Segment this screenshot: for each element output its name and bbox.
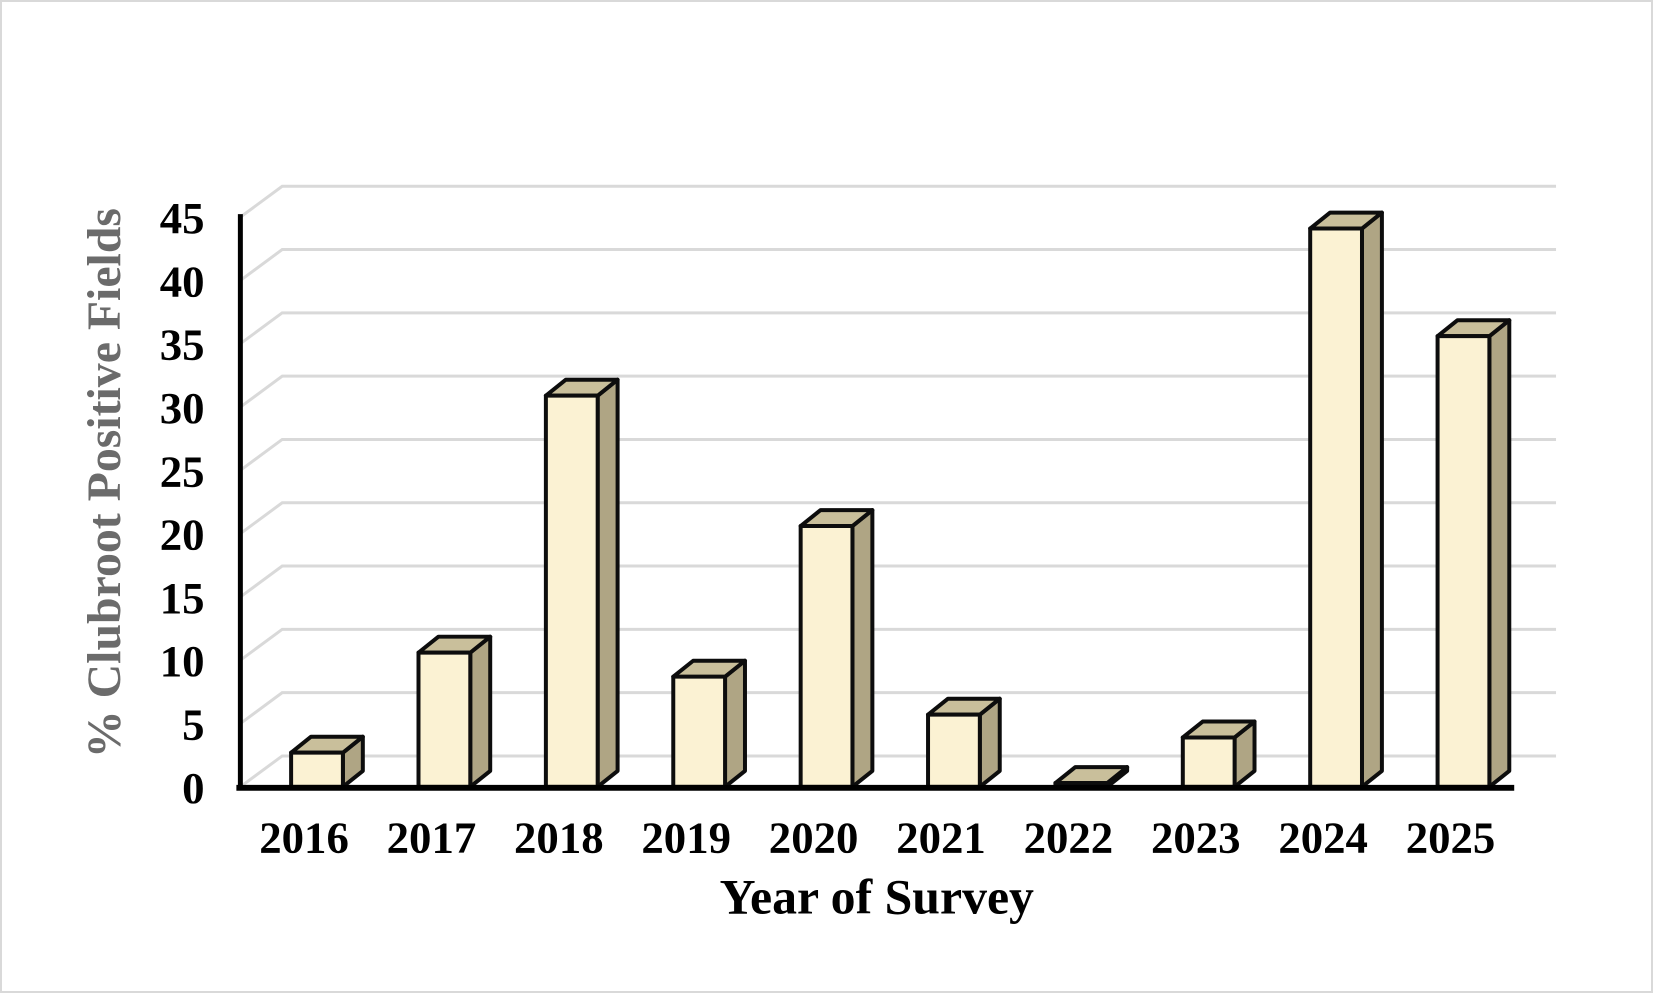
bar-side-face [468, 634, 493, 789]
bar-2024 [1308, 210, 1384, 789]
gridline-15 [239, 564, 1557, 599]
x-tick-label-2022: 2022 [1024, 813, 1114, 863]
bar-front-face [1435, 334, 1492, 789]
bar-side-face [1359, 210, 1384, 789]
x-tick-label-2017: 2017 [387, 813, 477, 863]
x-axis-tick-labels: 2016 2017 2018 2019 2020 2021 2022 2023 2024 2025 [259, 813, 1495, 863]
bar-2017 [416, 634, 493, 789]
y-axis-title: % Clubroot Positive Fields [78, 208, 131, 758]
gridline-10 [239, 627, 1557, 662]
y-tick-label-10: 10 [160, 636, 205, 686]
bar-side-face [850, 508, 875, 789]
y-tick-label-0: 0 [182, 763, 204, 813]
bar-side-face [595, 377, 620, 789]
bar-2020 [798, 508, 875, 789]
bar-front-face [416, 650, 473, 789]
y-tick-label-5: 5 [182, 699, 204, 749]
bar-series [289, 210, 1512, 789]
x-axis-title: Year of Survey [720, 869, 1034, 924]
gridlines [239, 184, 1557, 789]
y-tick-label-20: 20 [160, 510, 205, 560]
x-tick-label-2023: 2023 [1151, 813, 1241, 863]
y-tick-label-45: 45 [160, 193, 205, 243]
bar-front-face [798, 524, 855, 789]
gridline-40 [239, 248, 1557, 282]
y-tick-label-35: 35 [160, 320, 205, 370]
y-tick-label-25: 25 [160, 446, 205, 496]
y-axis-tick-labels: 0 5 10 15 20 25 30 35 40 45 [160, 193, 205, 813]
x-tick-label-2021: 2021 [896, 813, 986, 863]
bar-front-face [1308, 226, 1364, 789]
bar-2019 [671, 658, 747, 789]
bar-front-face [543, 393, 600, 789]
bar-front-face [926, 712, 982, 789]
bar-2023 [1180, 719, 1257, 789]
y-tick-label-30: 30 [160, 383, 205, 433]
x-tick-label-2024: 2024 [1278, 813, 1368, 863]
gridline-30 [239, 374, 1557, 409]
x-tick-label-2025: 2025 [1406, 813, 1496, 863]
gridline-20 [239, 501, 1557, 535]
x-tick-label-2016: 2016 [259, 813, 349, 863]
x-tick-label-2018: 2018 [514, 813, 604, 863]
bar-side-face [1487, 318, 1512, 789]
x-tick-label-2020: 2020 [769, 813, 859, 863]
bar-2021 [926, 696, 1002, 789]
bar-front-face [671, 674, 728, 789]
bar-2018 [543, 377, 620, 789]
gridline-0 [239, 754, 1557, 789]
axes [236, 214, 1515, 791]
gridline-5 [239, 691, 1557, 725]
gridline-25 [239, 437, 1557, 472]
bar-front-face [1180, 735, 1237, 789]
bar-2016 [289, 734, 365, 789]
bar-side-face [723, 658, 747, 789]
bar-2022 [1053, 765, 1130, 789]
y-tick-label-15: 15 [160, 573, 205, 623]
gridline-35 [239, 311, 1557, 345]
bar-front-face [289, 750, 345, 789]
gridline-45 [239, 184, 1557, 219]
y-tick-label-40: 40 [160, 256, 205, 306]
x-tick-label-2019: 2019 [641, 813, 731, 863]
bar-2025 [1435, 318, 1512, 789]
